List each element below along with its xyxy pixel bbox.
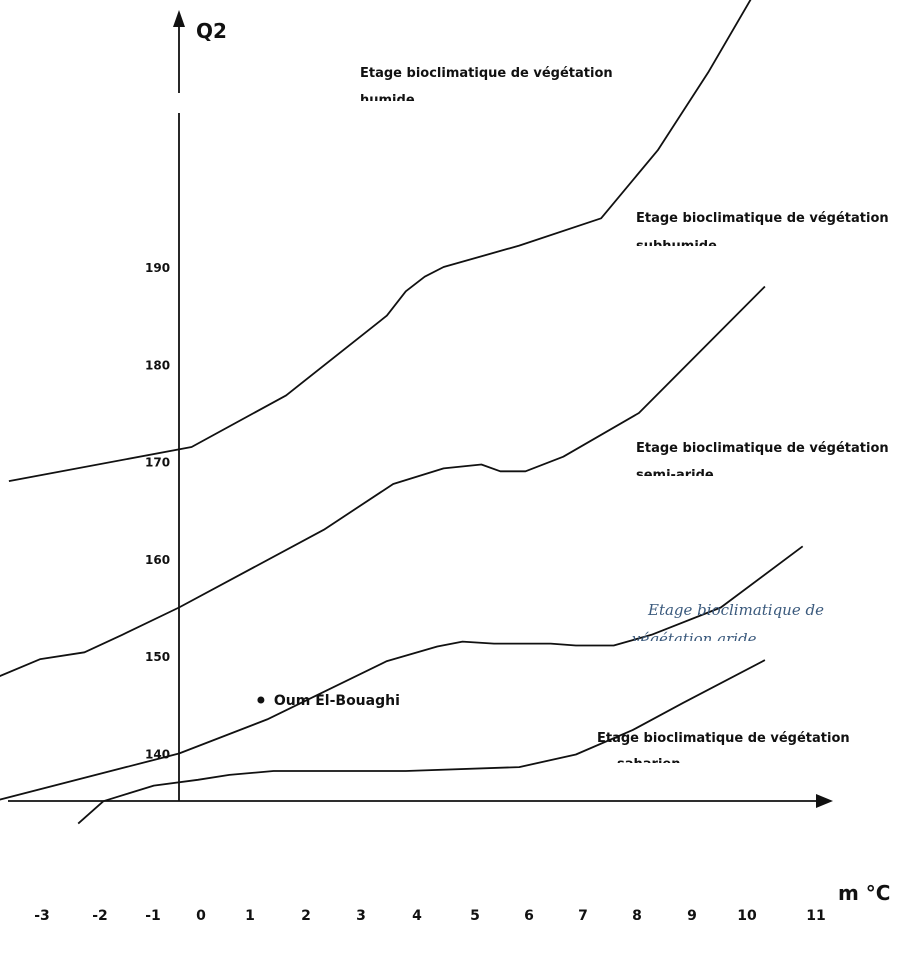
x-tick-label: 0: [196, 908, 206, 924]
x-tick-label: 8: [632, 908, 642, 924]
boundary-curve-4: [77, 659, 766, 825]
x-tick-label: 10: [737, 908, 757, 924]
svg-text:Etage bioclimatique de végétat: Etage bioclimatique de végétation: [636, 441, 889, 456]
svg-text:semi-aride: semi-aride: [636, 468, 714, 483]
y-tick-label: 170: [145, 456, 170, 470]
svg-text:Etage bioclimatique de végétat: Etage bioclimatique de végétation: [360, 66, 613, 81]
x-tick-label: -2: [92, 908, 108, 924]
svg-text:subhumide: subhumide: [636, 239, 717, 254]
zone-label-semi-aride: Etage bioclimatique de végétation semi-a…: [636, 441, 889, 483]
svg-text:saharien: saharien: [617, 757, 680, 772]
y-tick-label: 150: [145, 650, 170, 664]
x-tick-label: 9: [687, 908, 697, 924]
station-point: [257, 696, 265, 704]
boundary-curve-2: [0, 285, 766, 677]
x-tick-label: -1: [145, 908, 161, 924]
x-tick-label: 11: [806, 908, 825, 924]
x-tick-label: 7: [578, 908, 588, 924]
x-axis-label: m °C: [838, 881, 890, 905]
x-tick-label: 3: [356, 908, 366, 924]
svg-text:humide: humide: [360, 93, 415, 108]
x-tick-label: 2: [301, 908, 311, 924]
x-tick-label: 5: [470, 908, 480, 924]
zone-label-subhumide: Etage bioclimatique de végétation subhum…: [636, 211, 889, 254]
boundary-curve-1: [8, 0, 752, 482]
x-tick-label: 4: [412, 908, 422, 924]
station-label: Oum El-Bouaghi: [274, 693, 400, 709]
svg-text:Etage bioclimatique de: Etage bioclimatique de: [647, 601, 824, 619]
zone-label-humide: Etage bioclimatique de végétation humide: [360, 66, 613, 108]
y-tick-label: 190: [145, 261, 170, 275]
y-tick-label: 160: [145, 553, 170, 567]
boundary-curve-3: [0, 545, 804, 801]
x-tick-label: 6: [524, 908, 534, 924]
x-tick-label: 1: [245, 908, 255, 924]
x-tick-label: -3: [34, 908, 50, 924]
svg-text:végétation aride: végétation aride: [632, 630, 757, 648]
y-axis-arrow: [173, 10, 185, 27]
y-axis-gap: [175, 93, 183, 113]
y-axis-label: Q2: [196, 19, 227, 43]
zone-label-aride: Etage bioclimatique de végétation aride: [632, 601, 824, 648]
y-tick-label: 180: [145, 358, 170, 372]
x-axis-arrow: [816, 794, 833, 808]
zone-label-saharien: Etage bioclimatique de végétation sahari…: [597, 731, 850, 772]
svg-text:Etage bioclimatique de végétat: Etage bioclimatique de végétation: [636, 211, 889, 226]
svg-text:Etage bioclimatique de végétat: Etage bioclimatique de végétation: [597, 731, 850, 746]
